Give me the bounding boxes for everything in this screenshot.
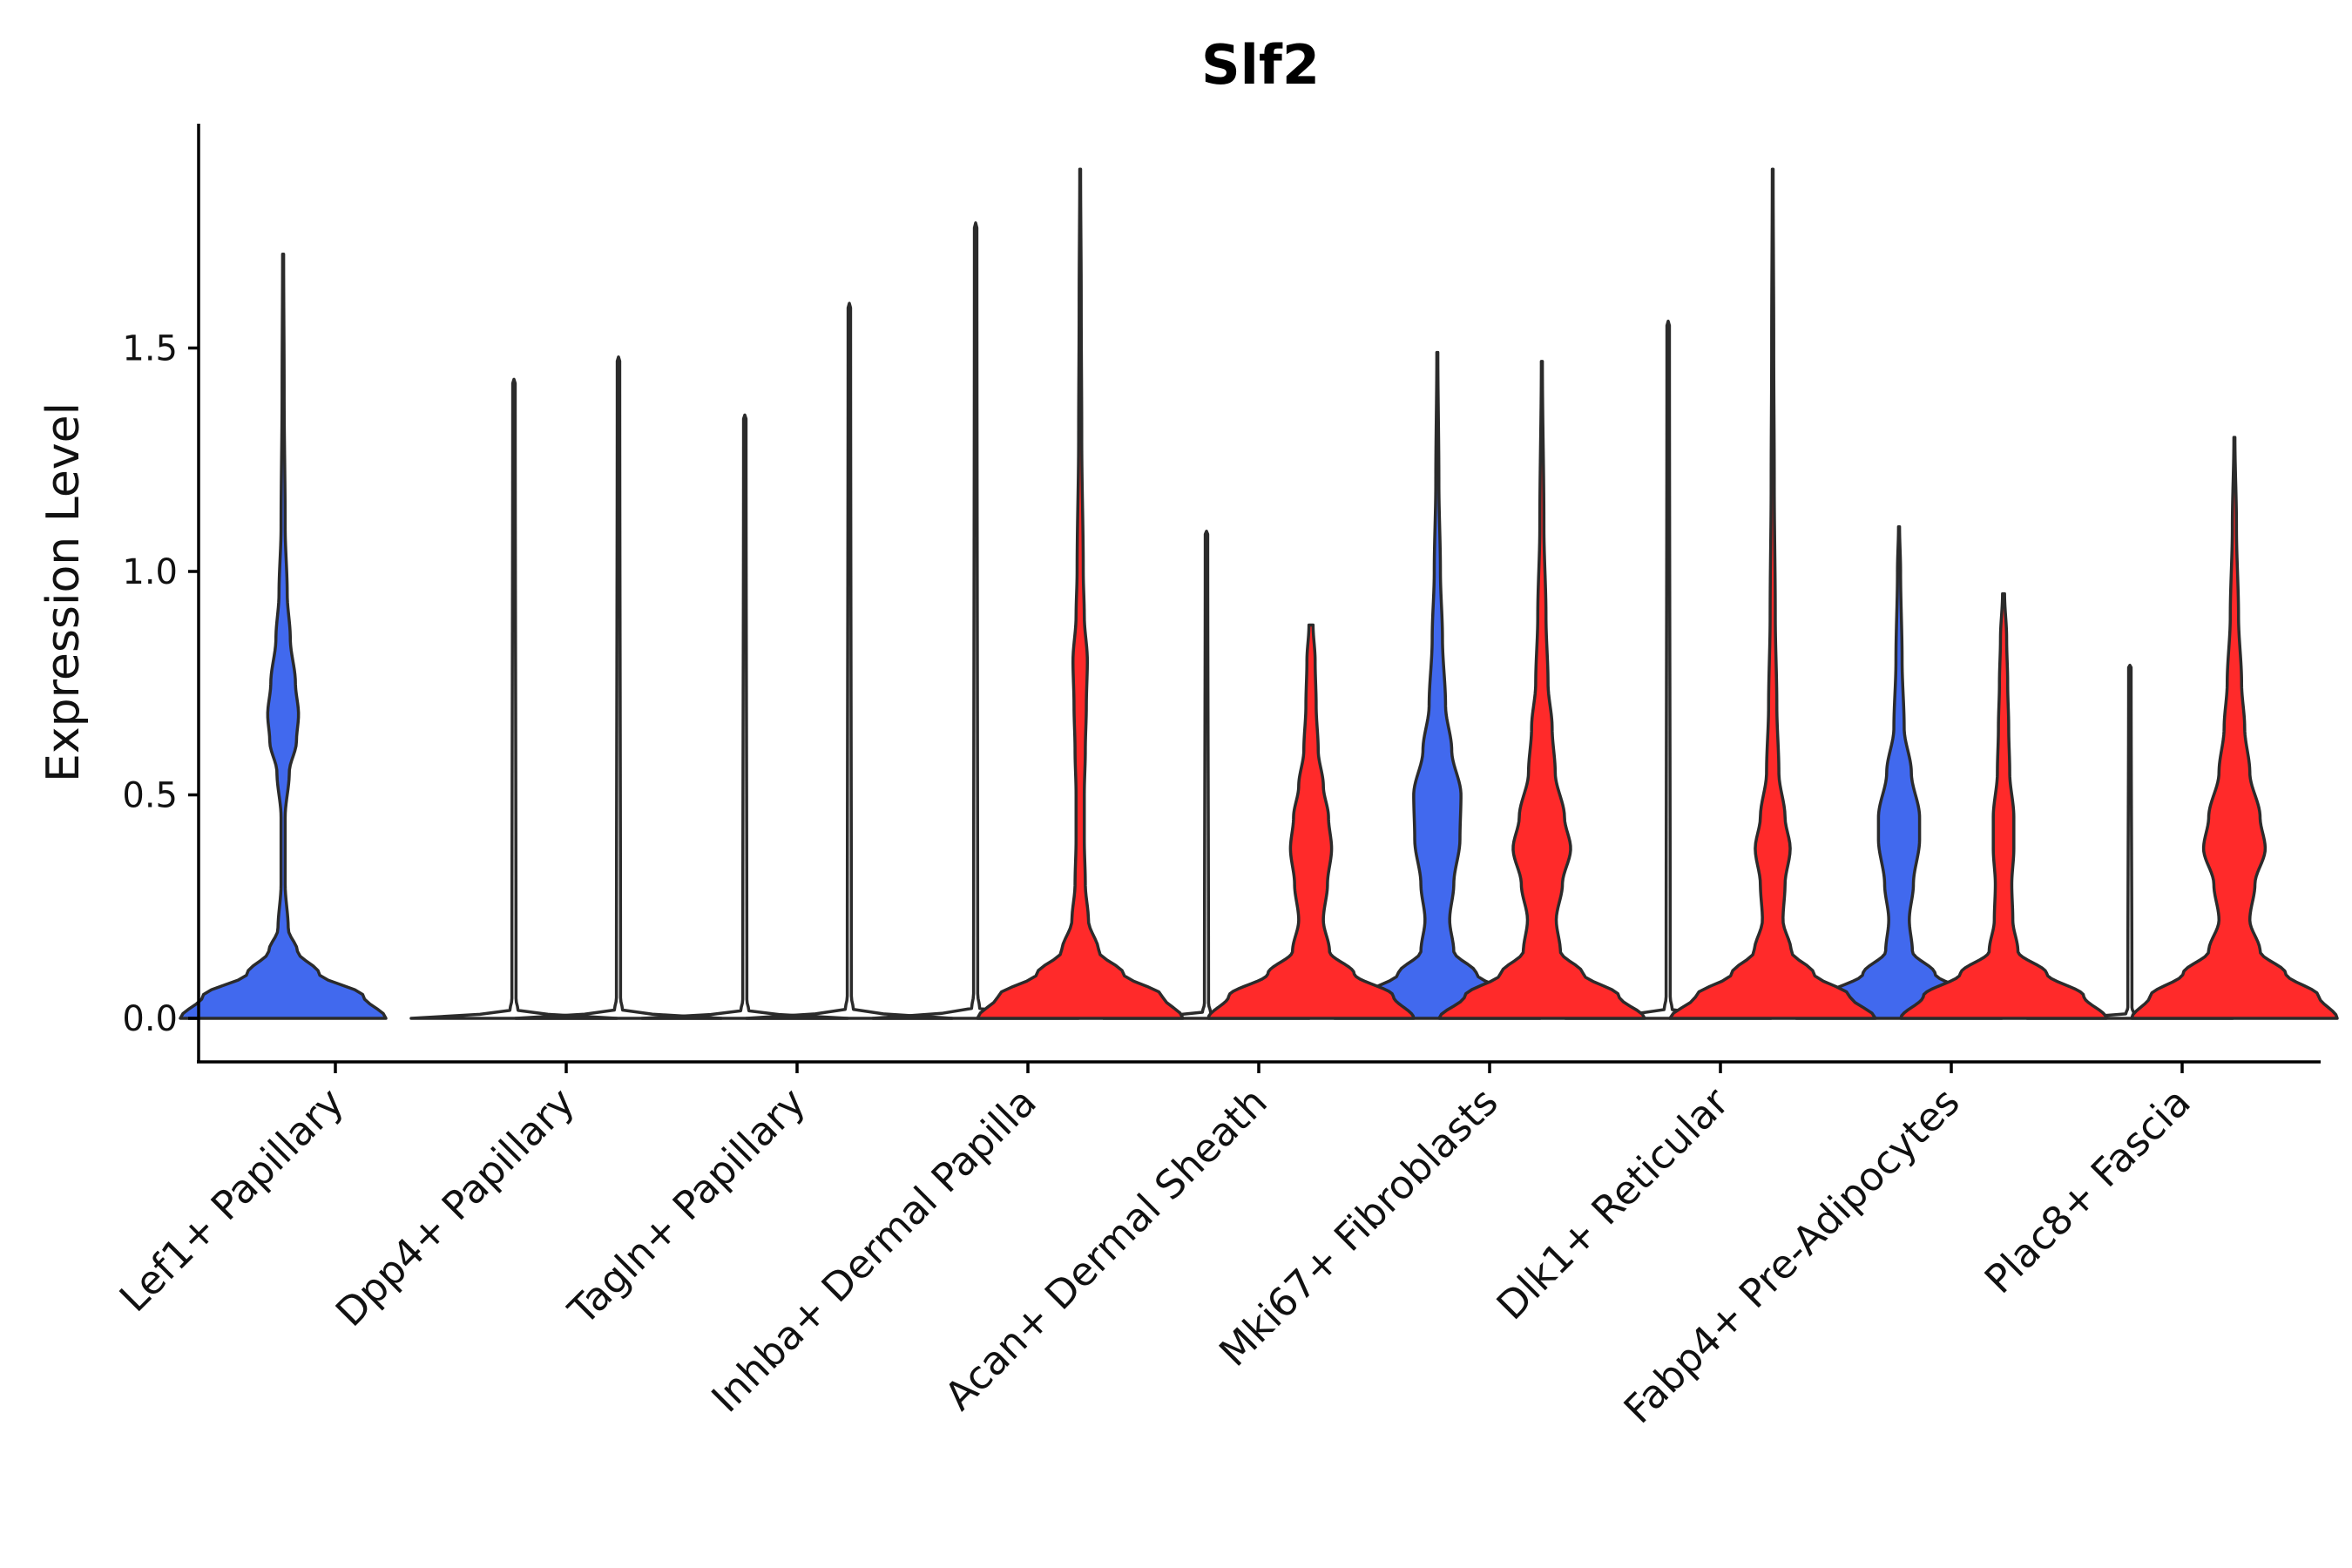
y-tick-label: 1.0 <box>122 552 178 592</box>
y-axis-label: Expression Level <box>37 402 90 782</box>
x-tick-label: Dpp4+ Papillary <box>327 1078 584 1335</box>
violin-group-b-acan-dermal-sheath <box>1206 623 1416 1020</box>
violin-group-b-tagln-papillary <box>745 301 954 1020</box>
violin-group-a-plac8-fascia <box>2025 663 2234 1020</box>
x-tick-label: Plac8+ Fascia <box>1976 1078 2200 1302</box>
violin-group-a-mki67-fibroblasts <box>1333 350 1542 1020</box>
violin-group-a-inhba-dermal-papilla <box>871 221 1080 1020</box>
violin-group-b-inhba-dermal-papilla <box>976 167 1185 1020</box>
violin-group-a-acan-dermal-sheath <box>1102 530 1311 1020</box>
y-axis-ticks: 0.0 0.5 1.0 1.5 <box>122 329 199 1039</box>
violin-group-b-dlk1-reticular <box>1668 167 1877 1020</box>
x-tick-label: Dlk1+ Reticular <box>1488 1078 1738 1328</box>
violin-group-b-mki67-fibroblasts <box>1437 360 1646 1020</box>
x-tick-label: Lef1+ Papillary <box>111 1078 353 1321</box>
violin-group-b-fabp4-pre-adipocytes <box>1899 591 2108 1020</box>
violin-group-b-plac8-fascia <box>2130 436 2339 1020</box>
x-tick-label: Tagln+ Papillary <box>559 1078 814 1334</box>
violin-group-a-fabp4-pre-adipocytes <box>1794 524 2004 1020</box>
violin-group-a-lef1-papillary <box>179 253 388 1020</box>
violin-group-a-tagln-papillary <box>640 413 849 1020</box>
violin-group-a-dlk1-reticular <box>1564 319 1773 1020</box>
y-tick-label: 1.5 <box>122 329 178 369</box>
chart-title: Slf2 <box>1201 33 1320 97</box>
y-tick-label: 0.5 <box>122 776 178 816</box>
plot-area <box>179 167 2339 1020</box>
y-tick-label: 0.0 <box>122 999 178 1039</box>
violin-group-a-dpp4-papillary <box>409 377 618 1020</box>
violin-group-b-dpp4-papillary <box>514 355 723 1020</box>
